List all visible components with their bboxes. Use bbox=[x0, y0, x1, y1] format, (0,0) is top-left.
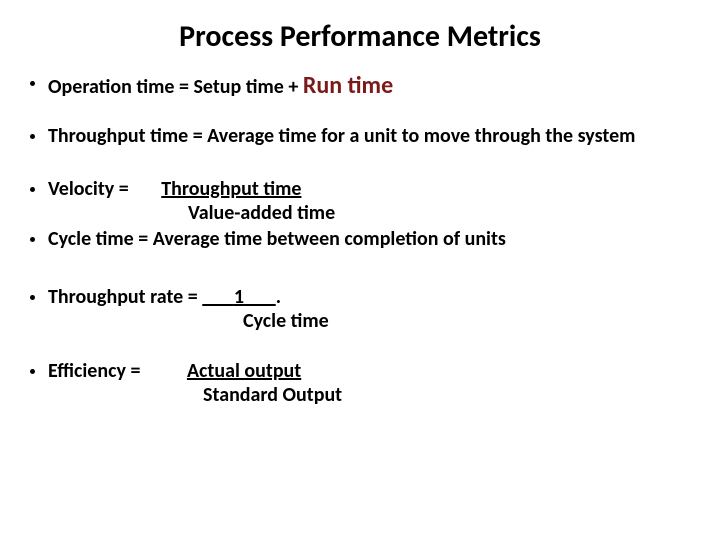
bullet-throughput-time: Throughput time = Average time for a uni… bbox=[28, 124, 692, 149]
bullet-velocity: Velocity = Throughput time bbox=[28, 177, 692, 201]
fraction-numerator: Actual output bbox=[187, 359, 301, 383]
bullet-text-emphasis: Run time bbox=[303, 71, 393, 100]
bullet-icon bbox=[30, 187, 35, 192]
bullet-list: Operation time = Setup time + Run time T… bbox=[28, 71, 692, 407]
bullet-text-prefix: Operation time = Setup time + bbox=[48, 75, 303, 99]
fraction-denominator: Value-added time bbox=[28, 201, 692, 225]
fraction-numerator: 1 bbox=[234, 285, 244, 309]
bullet-text: Throughput time = Average time for a uni… bbox=[48, 124, 635, 148]
bullet-icon bbox=[30, 237, 35, 242]
bullet-text: Cycle time = Average time between comple… bbox=[48, 227, 506, 251]
bullet-text-prefix: Throughput rate = bbox=[48, 285, 202, 309]
bullet-icon bbox=[30, 295, 35, 300]
bullet-icon bbox=[30, 369, 35, 374]
bullet-icon bbox=[30, 81, 35, 86]
bullet-text-suffix: . bbox=[276, 285, 281, 309]
fraction-denominator: Standard Output bbox=[28, 383, 692, 407]
bullet-text-prefix: Efficiency = bbox=[48, 359, 145, 383]
fraction-denominator: Cycle time bbox=[28, 309, 692, 333]
underline-spacer-left bbox=[202, 285, 234, 309]
fraction-numerator: Throughput time bbox=[161, 177, 301, 201]
bullet-throughput-rate: Throughput rate = 1 . bbox=[28, 285, 692, 309]
bullet-operation-time: Operation time = Setup time + Run time bbox=[28, 71, 692, 100]
underline-spacer-right bbox=[244, 285, 276, 309]
slide-title: Process Performance Metrics bbox=[28, 18, 692, 55]
bullet-cycle-time: Cycle time = Average time between comple… bbox=[28, 227, 692, 251]
bullet-icon bbox=[30, 134, 35, 139]
bullet-efficiency: Efficiency = Actual output bbox=[28, 359, 692, 383]
bullet-text-prefix: Velocity = bbox=[48, 177, 133, 201]
